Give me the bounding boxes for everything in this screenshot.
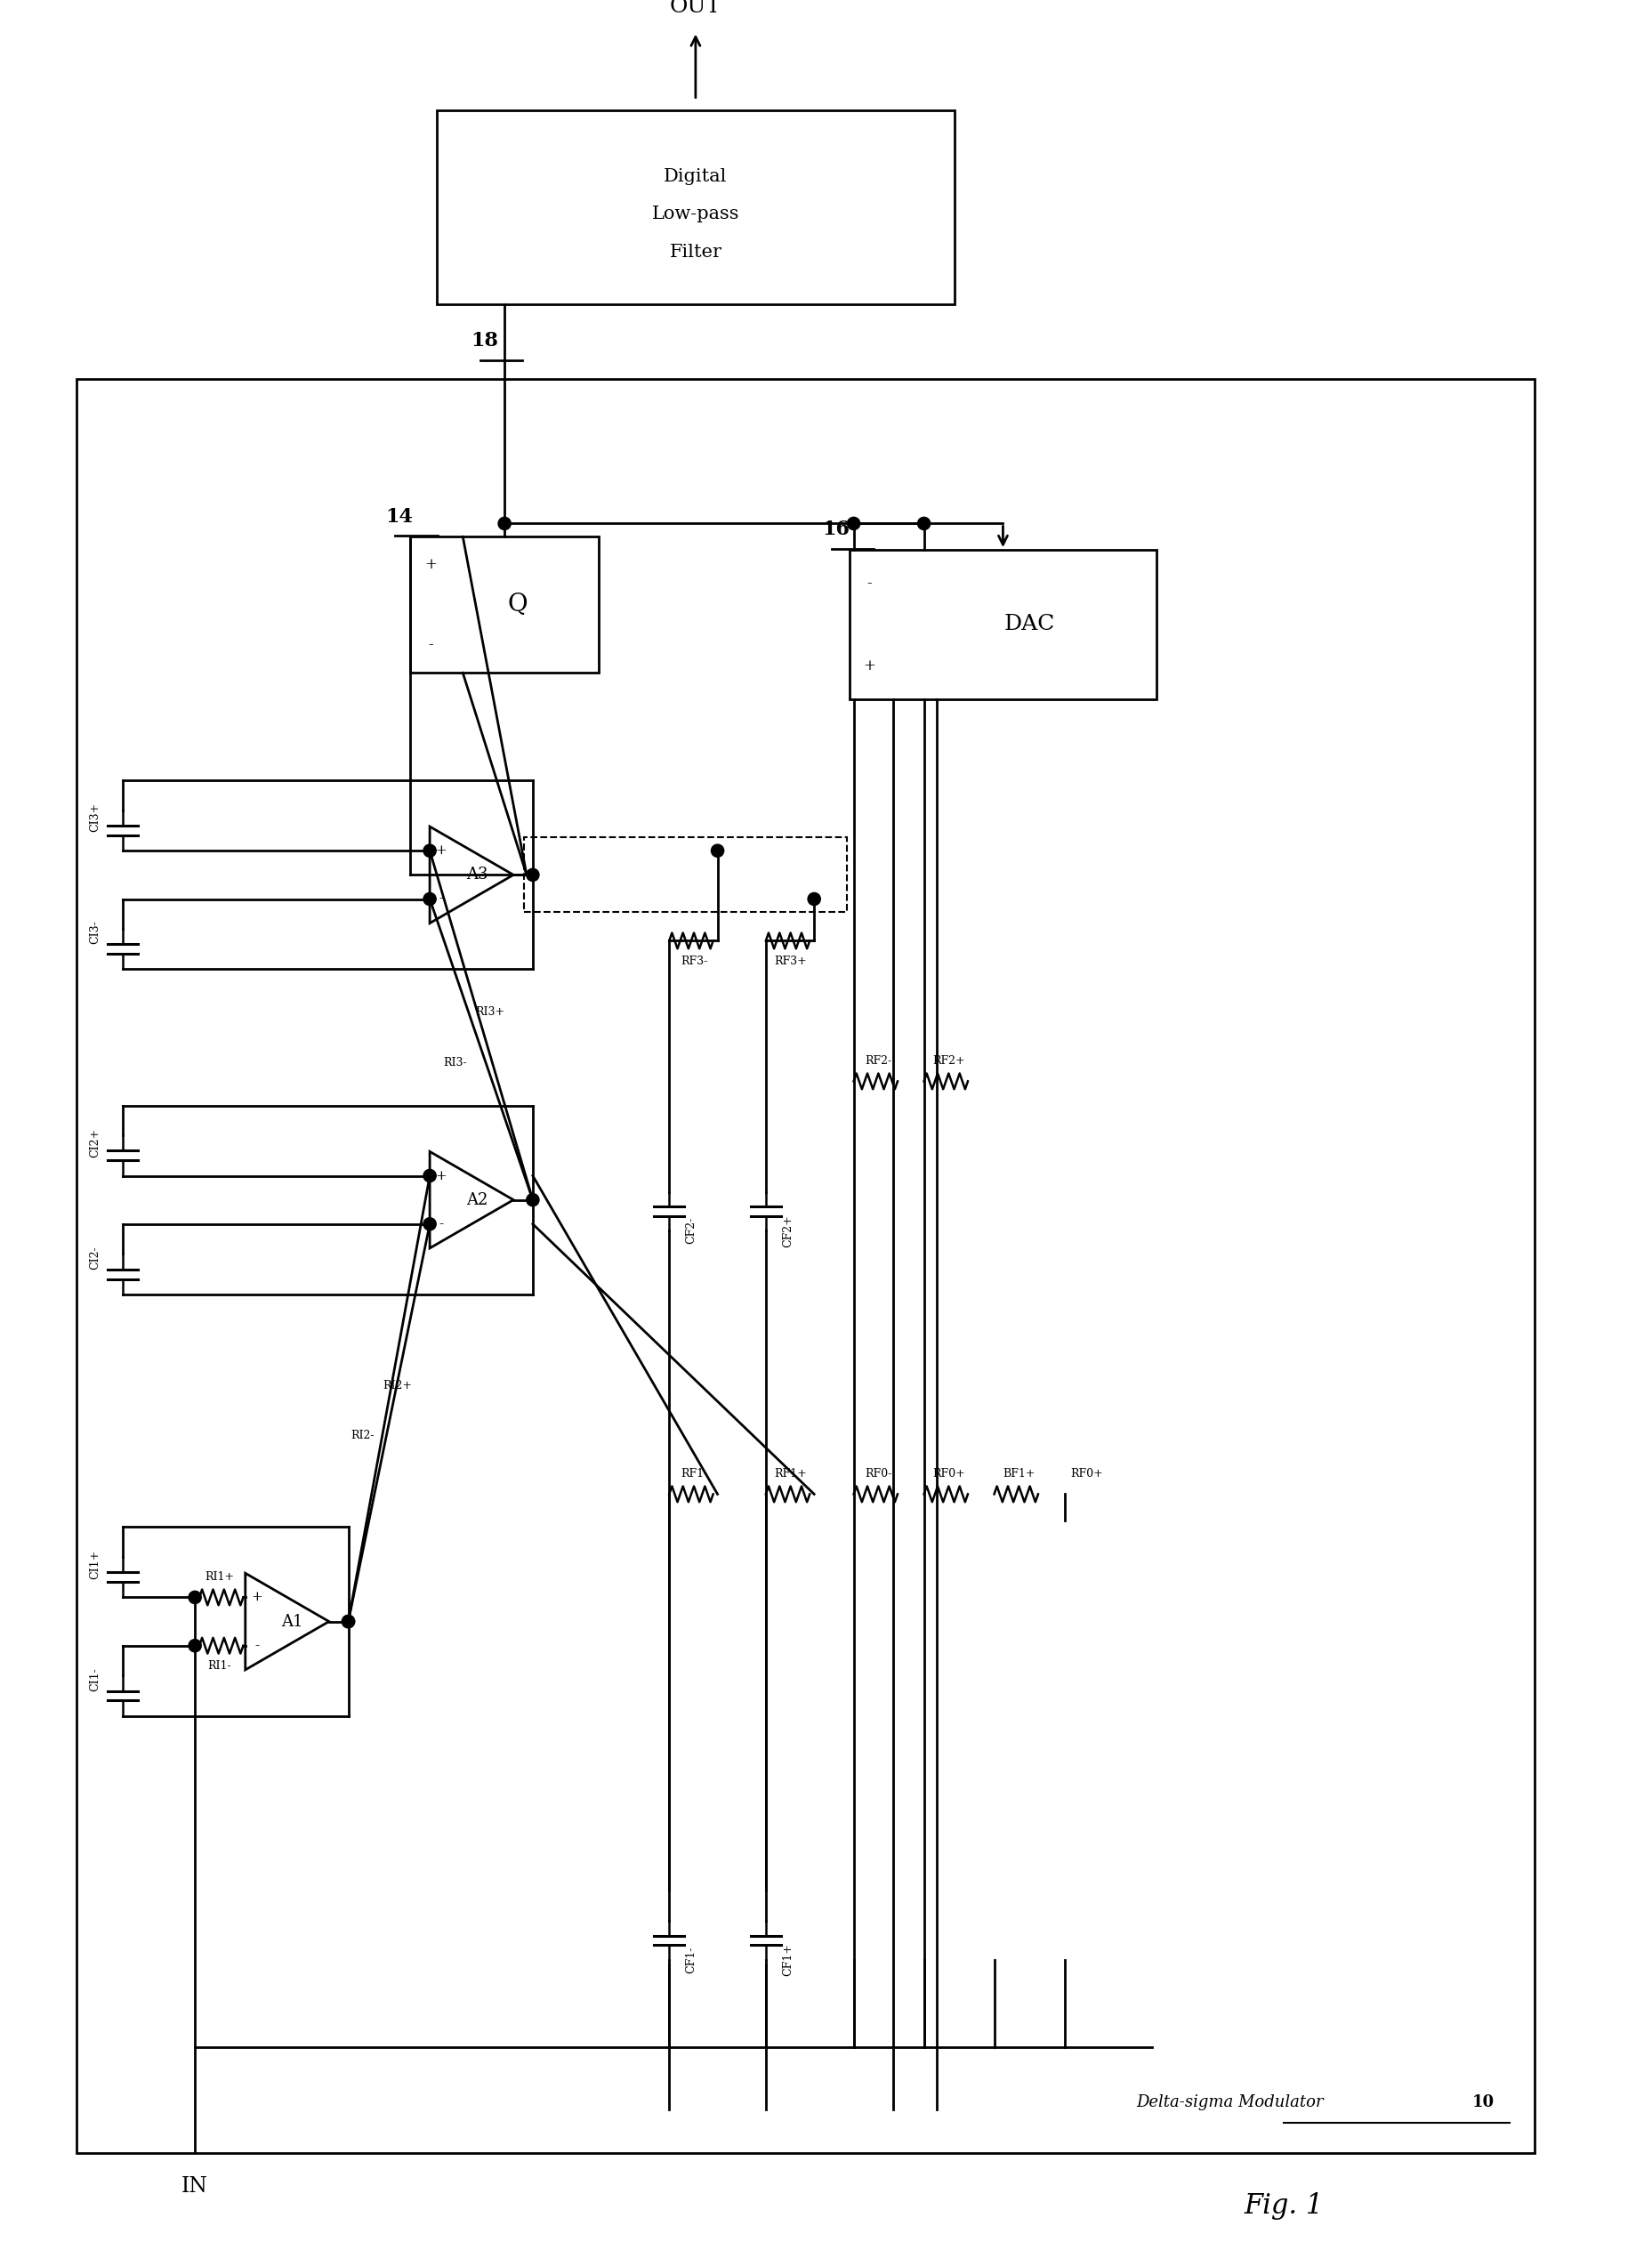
Text: CF1-: CF1- bbox=[686, 1946, 697, 1973]
Text: -: - bbox=[254, 1639, 259, 1652]
Text: DAC: DAC bbox=[1003, 614, 1054, 634]
Text: RI3+: RI3+ bbox=[476, 1007, 504, 1018]
Circle shape bbox=[710, 845, 724, 856]
Text: BF1+: BF1+ bbox=[1003, 1469, 1034, 1480]
Text: RF3-: RF3- bbox=[681, 955, 707, 966]
Circle shape bbox=[423, 845, 436, 856]
Text: RF2-: RF2- bbox=[864, 1056, 890, 1067]
Bar bbox=[76, 379, 1533, 2152]
Text: RI1+: RI1+ bbox=[205, 1572, 235, 1583]
Text: CI3-: CI3- bbox=[89, 921, 101, 944]
Circle shape bbox=[423, 892, 436, 906]
Text: RF0+: RF0+ bbox=[1069, 1469, 1102, 1480]
Text: -: - bbox=[439, 892, 443, 906]
Text: CF2-: CF2- bbox=[686, 1217, 697, 1244]
Text: Digital: Digital bbox=[664, 168, 727, 186]
Circle shape bbox=[847, 518, 859, 529]
Text: -: - bbox=[439, 1217, 443, 1231]
Text: RI1-: RI1- bbox=[208, 1659, 231, 1673]
Text: -: - bbox=[428, 637, 433, 652]
Text: Fig. 1: Fig. 1 bbox=[1244, 2193, 1323, 2220]
Text: Filter: Filter bbox=[669, 244, 722, 260]
Text: +: + bbox=[425, 558, 436, 572]
Circle shape bbox=[525, 1193, 539, 1206]
Circle shape bbox=[342, 1614, 355, 1628]
Circle shape bbox=[808, 892, 819, 906]
Text: OUT: OUT bbox=[669, 0, 720, 18]
Text: 18: 18 bbox=[471, 332, 499, 350]
Text: CI2-: CI2- bbox=[89, 1247, 101, 1269]
Circle shape bbox=[342, 1614, 355, 1628]
Circle shape bbox=[423, 1217, 436, 1231]
Text: CF2+: CF2+ bbox=[781, 1215, 793, 1247]
Text: RF3+: RF3+ bbox=[773, 955, 806, 966]
Circle shape bbox=[188, 1592, 202, 1603]
Text: CI1-: CI1- bbox=[89, 1668, 101, 1690]
Text: Q: Q bbox=[507, 592, 527, 617]
Text: Delta-sigma Modulator: Delta-sigma Modulator bbox=[1135, 2094, 1323, 2110]
Text: RI2-: RI2- bbox=[350, 1430, 375, 1442]
Text: RF0-: RF0- bbox=[864, 1469, 890, 1480]
Bar bbox=[849, 549, 1156, 700]
Text: +: + bbox=[862, 659, 876, 673]
Text: CI3+: CI3+ bbox=[89, 803, 101, 832]
Text: +: + bbox=[251, 1592, 263, 1603]
Text: 10: 10 bbox=[1472, 2094, 1493, 2110]
Text: RI3-: RI3- bbox=[443, 1056, 466, 1069]
Text: CI2+: CI2+ bbox=[89, 1128, 101, 1157]
Bar bbox=[524, 839, 846, 912]
Text: CF1+: CF1+ bbox=[781, 1944, 793, 1975]
Text: 16: 16 bbox=[823, 520, 849, 540]
Text: RF1+: RF1+ bbox=[773, 1469, 806, 1480]
Text: +: + bbox=[434, 845, 446, 856]
Circle shape bbox=[188, 1639, 202, 1652]
Text: IN: IN bbox=[182, 2177, 208, 2197]
Text: RF2+: RF2+ bbox=[932, 1056, 965, 1067]
Bar bbox=[410, 536, 598, 673]
Circle shape bbox=[497, 518, 510, 529]
Text: +: + bbox=[434, 1170, 446, 1182]
Circle shape bbox=[917, 518, 930, 529]
Text: A3: A3 bbox=[466, 868, 487, 883]
Bar bbox=[436, 110, 955, 305]
Circle shape bbox=[525, 868, 539, 881]
Text: A1: A1 bbox=[281, 1614, 304, 1630]
Text: A2: A2 bbox=[466, 1193, 487, 1208]
Text: RI2+: RI2+ bbox=[383, 1379, 413, 1392]
Text: 14: 14 bbox=[385, 507, 413, 527]
Circle shape bbox=[423, 1170, 436, 1182]
Text: -: - bbox=[867, 576, 872, 592]
Text: Low-pass: Low-pass bbox=[651, 206, 738, 222]
Text: RF1-: RF1- bbox=[681, 1469, 707, 1480]
Text: CI1+: CI1+ bbox=[89, 1549, 101, 1578]
Text: RF0+: RF0+ bbox=[932, 1469, 965, 1480]
